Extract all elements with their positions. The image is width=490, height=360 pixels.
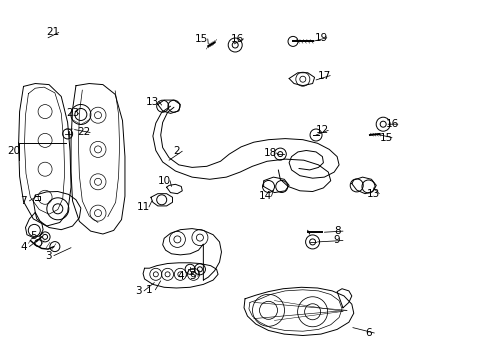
Text: 5: 5 [30, 231, 37, 241]
Text: 20: 20 [7, 146, 20, 156]
Text: 15: 15 [379, 132, 393, 143]
Text: 5: 5 [189, 271, 196, 282]
Text: 16: 16 [231, 34, 245, 44]
Text: 12: 12 [316, 125, 329, 135]
Text: 18: 18 [264, 148, 277, 158]
Text: 19: 19 [314, 33, 328, 43]
Text: 3: 3 [135, 286, 142, 296]
Text: 2: 2 [173, 146, 180, 156]
Text: 8: 8 [334, 226, 341, 236]
Text: 17: 17 [318, 71, 331, 81]
Text: 4: 4 [177, 271, 184, 282]
Text: 13: 13 [146, 96, 160, 107]
Text: 9: 9 [334, 235, 341, 246]
Text: 7: 7 [20, 196, 27, 206]
Text: 1: 1 [146, 285, 153, 295]
Text: 14: 14 [259, 191, 272, 201]
Text: 15: 15 [195, 34, 209, 44]
Text: 11: 11 [136, 202, 150, 212]
Text: 23: 23 [66, 108, 79, 118]
Text: 4: 4 [20, 242, 27, 252]
Text: 13: 13 [367, 189, 380, 199]
Text: 6: 6 [365, 328, 372, 338]
Text: 22: 22 [77, 127, 91, 138]
Text: 3: 3 [45, 251, 51, 261]
Text: 16: 16 [385, 119, 399, 129]
Text: 21: 21 [46, 27, 60, 37]
Text: 10: 10 [158, 176, 171, 186]
